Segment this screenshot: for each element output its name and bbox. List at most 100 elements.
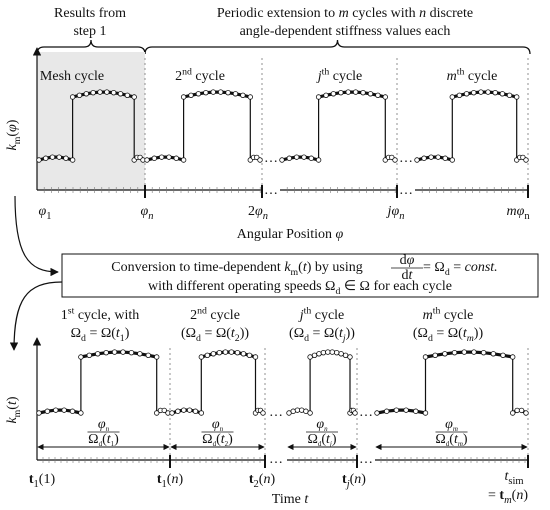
sample-point bbox=[169, 410, 175, 416]
text-run: m bbox=[423, 308, 433, 323]
sample-point bbox=[414, 157, 420, 163]
text-run: j bbox=[345, 479, 350, 490]
sample-point bbox=[158, 154, 165, 160]
text-run: t bbox=[504, 469, 509, 484]
text-run: m bbox=[339, 6, 349, 21]
text-run: d bbox=[335, 286, 340, 297]
text-run: d bbox=[304, 333, 309, 344]
sample-point bbox=[95, 351, 101, 357]
text-run: Ω bbox=[202, 432, 212, 447]
stiffness-curve-thick bbox=[451, 90, 518, 99]
text-run: ) bbox=[125, 326, 130, 341]
text-run: ( bbox=[5, 405, 20, 410]
text-run: t bbox=[326, 432, 331, 447]
text-run: m bbox=[458, 440, 463, 448]
text-run: φ bbox=[391, 204, 399, 219]
brace bbox=[144, 39, 531, 55]
text-run: t bbox=[116, 326, 121, 341]
text-run: d bbox=[213, 440, 217, 448]
text-run: ∈ Ω for each cycle bbox=[340, 279, 452, 294]
text-run: ) bbox=[228, 432, 233, 447]
text-run: t bbox=[29, 472, 34, 487]
sample-point bbox=[246, 352, 253, 358]
sample-point bbox=[69, 94, 76, 100]
text-run: 2 bbox=[190, 308, 197, 323]
text-run: = Ω( bbox=[201, 326, 231, 341]
gap-ellipsis: … bbox=[264, 183, 278, 198]
text-run: 1 bbox=[34, 479, 39, 490]
sample-point bbox=[225, 89, 231, 96]
cycle-label: jth cycle bbox=[298, 306, 345, 323]
gap-ellipsis: … bbox=[399, 183, 413, 198]
text-run: n bbox=[354, 472, 361, 487]
text-run: Angular Position bbox=[237, 227, 336, 242]
y-axis-label: km(t) bbox=[5, 396, 23, 423]
sample-point bbox=[195, 91, 202, 97]
cycle-label: mth cycle bbox=[423, 306, 474, 323]
sample-point bbox=[137, 351, 143, 357]
sample-point bbox=[103, 349, 109, 356]
text-run: n bbox=[171, 472, 178, 487]
text-run: nd bbox=[197, 306, 207, 317]
x-axis-label: Time t bbox=[272, 492, 310, 507]
text-run: Ω bbox=[88, 432, 98, 447]
cycle-label: 2nd cycle bbox=[175, 67, 225, 84]
duration-fraction-denominator: Ωd(t2) bbox=[202, 432, 233, 448]
text-run: t bbox=[107, 432, 112, 447]
cycle-label: Ωd = Ω(t1) bbox=[71, 326, 130, 344]
sample-point bbox=[117, 91, 124, 97]
sample-point bbox=[128, 349, 135, 356]
cycle-label: mth cycle bbox=[447, 67, 498, 84]
sample-point bbox=[44, 408, 51, 414]
gap-ellipsis: … bbox=[269, 452, 283, 467]
brace bbox=[36, 39, 146, 55]
sample-point bbox=[352, 89, 359, 95]
text-run: j bbox=[316, 69, 322, 84]
sample-point bbox=[61, 407, 67, 413]
text-run: d bbox=[428, 333, 433, 344]
gap-ellipsis: … bbox=[359, 405, 373, 420]
sample-point bbox=[86, 352, 93, 358]
sample-point bbox=[78, 354, 84, 360]
sample-point bbox=[69, 157, 76, 163]
text-run: 2 bbox=[225, 440, 229, 448]
stiffness-curve bbox=[288, 351, 356, 416]
sample-point bbox=[514, 94, 520, 100]
sample-point bbox=[456, 92, 463, 98]
duration-fraction-numerator: φn bbox=[98, 417, 110, 433]
sample-point bbox=[392, 157, 398, 163]
text-run: cycle bbox=[464, 69, 497, 84]
text-run: with different operating speeds Ω bbox=[148, 279, 335, 294]
text-run: n bbox=[263, 211, 268, 222]
sample-point bbox=[374, 410, 380, 416]
sample-point bbox=[188, 92, 194, 98]
text-run: m bbox=[467, 333, 474, 344]
sample-point bbox=[153, 354, 160, 360]
text-run: step 1 bbox=[73, 24, 106, 39]
sample-point bbox=[78, 410, 84, 416]
stiffness-curve bbox=[171, 351, 264, 415]
stiffness-curve-thick bbox=[80, 350, 158, 359]
text-run: ) bbox=[114, 432, 119, 447]
sample-point bbox=[471, 89, 477, 96]
sample-point bbox=[186, 407, 193, 413]
sample-point bbox=[315, 94, 322, 100]
text-run: d bbox=[400, 253, 407, 268]
sample-point bbox=[151, 155, 158, 161]
text-run: n bbox=[106, 425, 110, 433]
text-run: n bbox=[399, 211, 404, 222]
flow-arrow bbox=[9, 281, 63, 351]
sample-point bbox=[234, 349, 241, 356]
sample-point bbox=[260, 410, 266, 416]
text-run: = bbox=[450, 260, 465, 275]
sample-point bbox=[449, 94, 455, 100]
sample-point bbox=[352, 410, 358, 416]
x-tick-label: t2(n) bbox=[249, 472, 276, 490]
text-run: m bbox=[447, 69, 457, 84]
sample-point bbox=[97, 89, 103, 95]
sample-point bbox=[345, 89, 351, 95]
sample-point bbox=[523, 157, 529, 163]
cycle-label: jth cycle bbox=[316, 67, 363, 84]
cycle-label: 2nd cycle bbox=[190, 306, 240, 323]
